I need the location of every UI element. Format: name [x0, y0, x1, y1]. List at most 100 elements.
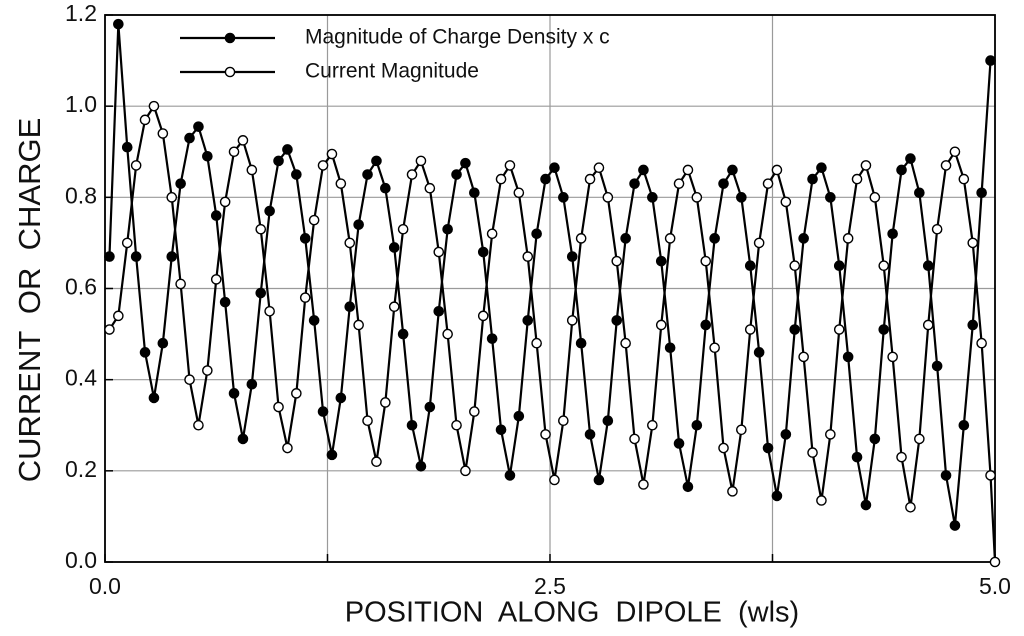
data-point — [842, 233, 854, 244]
data-point — [540, 173, 551, 185]
data-point — [584, 173, 596, 185]
data-point — [202, 151, 213, 162]
x-tick-label: 2.5 — [534, 573, 566, 599]
data-point — [602, 192, 614, 203]
data-point — [869, 433, 881, 445]
data-point — [558, 192, 569, 203]
data-point — [326, 449, 338, 461]
data-point — [504, 160, 516, 171]
data-point — [691, 419, 703, 431]
data-point — [291, 169, 302, 180]
data-point — [566, 315, 578, 326]
data-point — [210, 274, 222, 285]
data-point — [593, 474, 605, 486]
data-point — [825, 192, 836, 203]
data-point — [166, 251, 178, 262]
y-tick-label: 0.0 — [65, 547, 97, 573]
data-point — [664, 233, 676, 244]
data-point — [914, 187, 925, 199]
data-point — [682, 164, 694, 176]
data-point — [673, 178, 685, 189]
data-point — [558, 415, 569, 426]
data-point — [184, 374, 195, 385]
x-tick-label: 5.0 — [979, 573, 1011, 599]
data-point — [442, 223, 453, 235]
y-tick-label: 0.4 — [65, 365, 97, 391]
data-point — [317, 160, 329, 171]
data-point — [736, 192, 747, 203]
data-point — [887, 351, 898, 363]
data-point — [638, 479, 649, 490]
data-point — [255, 223, 267, 235]
data-point — [451, 419, 462, 431]
data-point — [771, 490, 783, 502]
data-point — [246, 164, 258, 176]
data-point — [104, 324, 115, 335]
data-point — [709, 233, 720, 244]
data-point — [736, 424, 747, 436]
data-point — [166, 192, 178, 203]
data-point — [522, 315, 534, 326]
data-point — [380, 182, 391, 194]
data-point — [664, 342, 676, 354]
data-point — [139, 347, 151, 358]
data-point — [922, 319, 934, 331]
data-point — [816, 162, 827, 174]
data-point — [273, 401, 284, 413]
data-point — [655, 255, 667, 267]
data-point — [460, 157, 471, 169]
data-point — [104, 251, 115, 262]
data-point — [228, 146, 240, 158]
data-point — [762, 178, 774, 189]
data-point — [121, 141, 133, 153]
data-point — [486, 228, 498, 240]
data-point — [869, 192, 881, 203]
data-point — [780, 196, 792, 208]
data-point — [575, 233, 587, 244]
data-point — [193, 419, 204, 431]
data-point — [460, 465, 471, 477]
data-point — [575, 337, 587, 349]
y-tick-label: 0.2 — [65, 456, 97, 482]
data-point — [424, 401, 436, 413]
data-point — [469, 406, 480, 417]
data-point — [771, 164, 783, 176]
data-point — [415, 460, 427, 472]
data-point — [282, 442, 293, 454]
data-point — [397, 223, 409, 235]
data-point — [807, 173, 818, 185]
data-point — [833, 260, 845, 272]
data-point — [691, 192, 703, 203]
data-point — [371, 456, 382, 468]
data-point — [362, 169, 373, 180]
data-point — [647, 192, 658, 203]
data-point — [949, 146, 961, 158]
data-point — [789, 260, 801, 272]
data-point — [299, 233, 311, 244]
data-point — [940, 160, 952, 171]
y-tick-label: 1.2 — [65, 0, 97, 26]
data-point — [753, 237, 765, 249]
y-tick-label: 0.8 — [65, 182, 97, 208]
data-point — [878, 324, 890, 335]
data-point — [958, 173, 970, 185]
data-point — [798, 233, 809, 244]
data-point — [148, 100, 160, 112]
data-point — [647, 419, 658, 431]
data-point — [495, 424, 507, 436]
data-point — [602, 415, 614, 426]
data-point — [896, 451, 907, 463]
data-point — [388, 301, 400, 313]
data-point — [344, 301, 356, 313]
data-point — [175, 278, 186, 290]
data-point — [219, 296, 231, 308]
series-line — [108, 24, 992, 526]
data-point — [989, 556, 1001, 568]
data-point — [477, 310, 489, 322]
data-point — [531, 228, 542, 240]
data-point — [931, 223, 943, 235]
data-point — [709, 342, 720, 354]
data-point — [451, 169, 462, 180]
data-point — [380, 397, 391, 408]
data-point — [727, 164, 738, 176]
